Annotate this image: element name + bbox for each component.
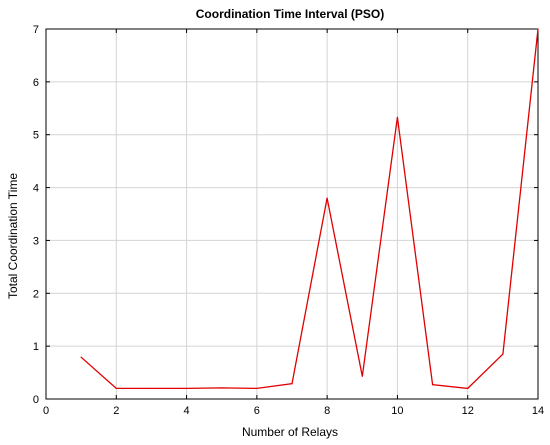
data-point xyxy=(537,28,539,30)
y-axis: 0 1 2 3 4 5 6 7 xyxy=(33,24,538,406)
x-tick-label: 4 xyxy=(184,405,190,417)
grid-lines xyxy=(46,29,538,399)
data-point xyxy=(326,197,328,199)
y-tick-label: 2 xyxy=(33,288,39,300)
series-group xyxy=(80,28,539,390)
x-tick-label: 10 xyxy=(391,405,403,417)
x-tick-label: 14 xyxy=(532,405,544,417)
plot-frame xyxy=(45,28,539,400)
y-tick-label: 7 xyxy=(33,24,39,36)
y-tick-label: 3 xyxy=(33,235,39,247)
data-point xyxy=(467,387,469,390)
x-tick-label: 6 xyxy=(254,405,260,417)
chart-title: Coordination Time Interval (PSO) xyxy=(196,7,384,21)
data-point xyxy=(80,356,82,358)
data-point xyxy=(502,353,504,355)
data-point xyxy=(185,387,188,390)
data-point xyxy=(291,383,293,385)
x-tick-label: 12 xyxy=(462,405,474,417)
data-point xyxy=(256,387,258,390)
data-point xyxy=(115,387,117,390)
y-tick-label: 6 xyxy=(33,77,39,89)
x-tick-label: 0 xyxy=(43,405,49,417)
y-tick-label: 5 xyxy=(33,130,39,142)
x-axis-label: Number of Relays xyxy=(242,425,338,439)
y-axis-label: Total Coordination Time xyxy=(6,173,20,299)
data-point xyxy=(221,387,223,389)
data-point xyxy=(361,375,363,377)
y-tick-label: 4 xyxy=(33,183,39,195)
y-tick-label: 0 xyxy=(33,394,39,406)
data-point xyxy=(396,116,399,118)
x-tick-label: 2 xyxy=(113,405,119,417)
x-axis: 0 2 4 6 8 10 12 14 xyxy=(43,29,544,417)
x-tick-label: 8 xyxy=(324,405,330,417)
data-point xyxy=(431,384,434,386)
data-point xyxy=(150,387,153,390)
y-tick-label: 1 xyxy=(33,341,39,353)
series-line xyxy=(80,28,539,390)
